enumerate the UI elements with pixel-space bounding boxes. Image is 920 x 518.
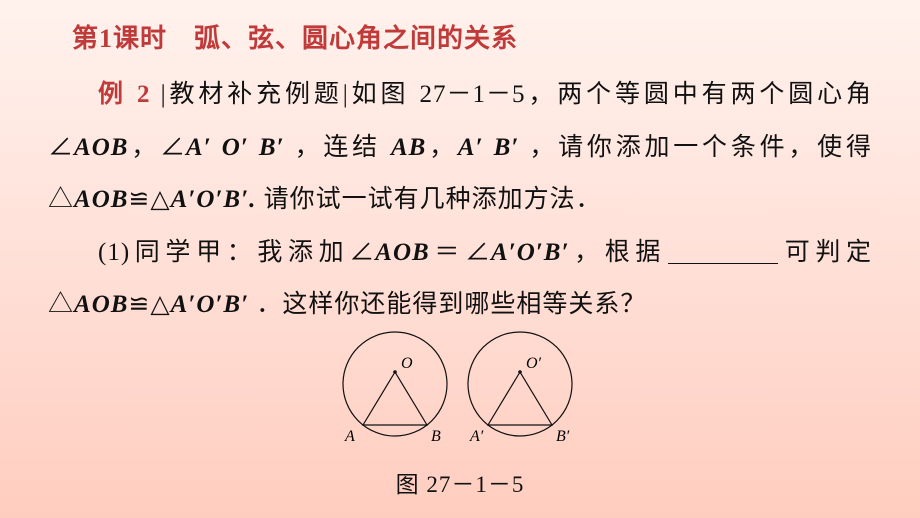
lesson-title: 第1课时 弧、弦、圆心角之间的关系	[72, 18, 872, 55]
svg-text:A′: A′	[469, 428, 484, 445]
figure-27-1-5: O A B O′ A′ B′ 图 27－1－5	[48, 324, 872, 499]
text: ，根据	[569, 239, 666, 266]
question-1: (1)同学甲：我添加∠AOB＝∠A′O′B′，根据可判定△AOB≌△A′O′B′…	[48, 227, 872, 332]
text: ．这样你还能得到哪些相等关系？	[249, 291, 646, 318]
text: ，连结	[285, 134, 391, 161]
math: AB	[391, 134, 426, 161]
figure-caption: 图 27－1－5	[48, 465, 872, 499]
svg-text:B: B	[431, 428, 441, 445]
svg-text:B′: B′	[556, 428, 570, 445]
text: 请你试一试有几种添加方法．	[256, 186, 601, 213]
fill-blank	[668, 245, 778, 264]
math: A′O′B′.	[171, 186, 257, 213]
math: A′ B′	[458, 134, 519, 161]
two-circles-diagram: O A B O′ A′ B′	[325, 324, 595, 454]
text: ＝∠	[430, 239, 491, 266]
example-number: 例 2	[98, 81, 151, 108]
math: A′O′B′	[171, 291, 250, 318]
text: ，∠	[128, 134, 186, 161]
math: A′ O′ B′	[186, 134, 285, 161]
math: A′O′B′	[491, 239, 570, 266]
svg-text:A: A	[344, 428, 355, 445]
svg-text:O: O	[401, 355, 413, 372]
text: ，	[426, 134, 458, 161]
math: ≌	[128, 186, 150, 213]
svg-text:O′: O′	[526, 355, 542, 372]
text: (1)同学甲：我添加∠	[98, 239, 375, 266]
math: AOB	[375, 239, 429, 266]
math: ≌	[128, 291, 150, 318]
math: AOB	[74, 291, 128, 318]
example-paragraph: 例 2 |教材补充例题|如图 27－1－5，两个等圆中有两个圆心角∠AOB，∠A…	[48, 69, 872, 227]
math: AOB	[74, 134, 128, 161]
math: AOB	[74, 186, 128, 213]
